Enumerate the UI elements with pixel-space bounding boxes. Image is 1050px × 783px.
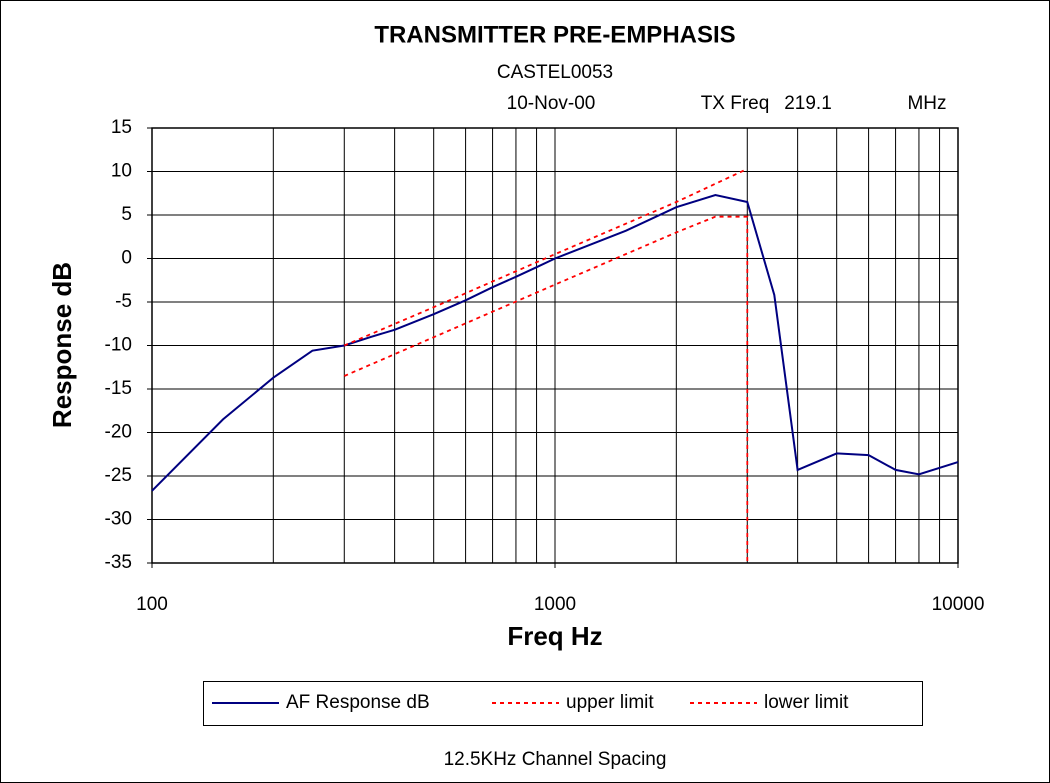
legend-label: lower limit [764, 692, 849, 713]
y-tick-label: -5 [115, 291, 132, 312]
y-tick-label: 5 [121, 204, 132, 225]
y-tick-label: 15 [111, 117, 132, 138]
x-tick-label: 10000 [932, 594, 985, 615]
annotation: 219.1 [784, 93, 832, 114]
legend-label: AF Response dB [286, 692, 430, 713]
y-tick-label: -30 [105, 509, 132, 530]
y-tick-label: -25 [105, 465, 132, 486]
series-line [151, 193, 959, 492]
chart-subtitle: CASTEL0053 [497, 62, 613, 83]
plot-border [151, 127, 959, 564]
series-line [343, 168, 748, 347]
y-tick-label: 0 [121, 248, 132, 269]
annotation: MHz [907, 93, 946, 114]
y-axis-label: Response dB [47, 262, 77, 428]
legend-label: upper limit [566, 692, 654, 713]
x-tick-label: 1000 [534, 594, 576, 615]
y-tick-label: -35 [105, 552, 132, 573]
annotation: 10-Nov-00 [507, 93, 596, 114]
y-tick-label: -15 [105, 378, 132, 399]
annotation: TX Freq [701, 93, 770, 114]
y-tick-label: -20 [105, 422, 132, 443]
chart-title: TRANSMITTER PRE-EMPHASIS [374, 21, 735, 48]
legend-box [203, 681, 923, 726]
y-tick-label: 10 [111, 161, 132, 182]
x-axis-label: Freq Hz [507, 621, 602, 651]
x-tick-label: 100 [136, 594, 168, 615]
y-tick-label: -10 [105, 335, 132, 356]
footer: 12.5KHz Channel Spacing [444, 749, 667, 770]
